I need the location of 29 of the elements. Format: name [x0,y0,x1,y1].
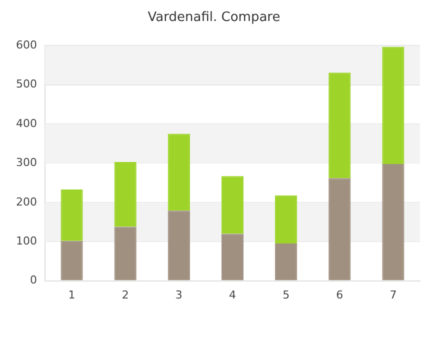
bar [221,176,244,234]
y-tick-label: 300 [16,156,37,170]
x-tick-label: 4 [229,288,236,302]
x-tick-label: 3 [175,288,182,302]
x-tick-label: 2 [122,288,129,302]
chart-title: Vardenafil. Compare [148,10,280,26]
bar [114,162,136,227]
bar [114,226,136,280]
y-tick-label: 500 [16,78,37,91]
x-tick-label: 6 [336,288,344,302]
y-tick-label: 400 [16,116,37,130]
x-tick-label: 7 [390,288,397,302]
x-tick-label: 5 [282,288,290,302]
bar [275,195,298,244]
bar [60,240,83,280]
bar [382,46,404,164]
bar [168,134,190,211]
y-tick-label: 200 [16,195,37,208]
y-tick-label: 100 [16,234,37,248]
y-tick-label: 0 [30,274,37,287]
bar [60,189,83,241]
bar [382,164,404,280]
bar [221,234,244,280]
bar [275,244,298,280]
x-tick-label: 1 [68,288,76,302]
bar [328,178,351,280]
y-tick-label: 600 [16,38,37,52]
bar [328,72,351,178]
bar [168,210,190,280]
